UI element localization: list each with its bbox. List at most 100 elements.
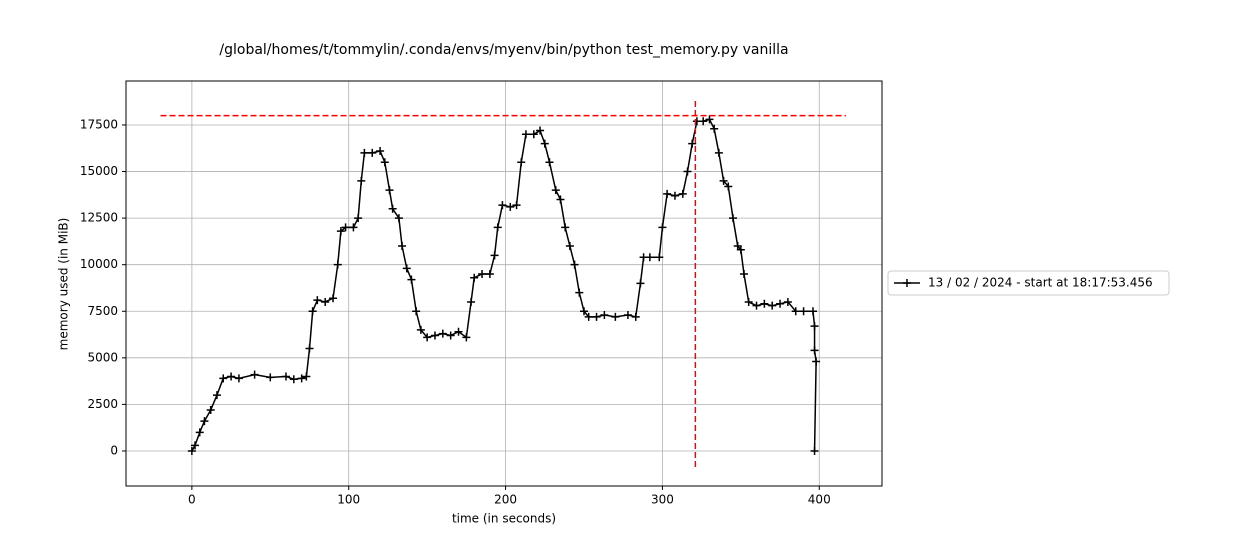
point-marker xyxy=(200,417,209,426)
point-marker xyxy=(412,307,421,316)
point-marker xyxy=(570,260,579,269)
point-marker xyxy=(536,126,545,135)
point-marker xyxy=(760,299,769,308)
point-marker xyxy=(540,139,549,148)
point-marker xyxy=(512,201,521,210)
y-tick-label: 2500 xyxy=(87,397,118,411)
point-marker xyxy=(329,294,338,303)
point-marker xyxy=(321,297,330,306)
point-marker xyxy=(313,296,322,305)
point-marker xyxy=(600,310,609,319)
point-marker xyxy=(394,214,403,223)
x-tick-label: 0 xyxy=(188,493,196,507)
point-marker xyxy=(195,428,204,437)
point-marker xyxy=(305,344,314,353)
y-tick-label: 7500 xyxy=(87,304,118,318)
point-marker xyxy=(206,405,215,414)
point-marker xyxy=(266,373,275,382)
x-tick-label: 100 xyxy=(337,493,360,507)
point-marker xyxy=(438,329,447,338)
y-axis-label: memory used (in MiB) xyxy=(57,218,71,351)
point-marker xyxy=(407,275,416,284)
point-marker xyxy=(768,301,777,310)
point-marker xyxy=(454,327,463,336)
point-marker xyxy=(810,446,819,455)
point-marker xyxy=(187,446,196,455)
point-marker xyxy=(719,176,728,185)
point-marker xyxy=(670,191,679,200)
point-marker xyxy=(289,375,298,384)
point-marker xyxy=(714,148,723,157)
y-tick-label: 0 xyxy=(110,443,118,457)
point-marker xyxy=(636,279,645,288)
point-marker xyxy=(470,273,479,282)
point-marker xyxy=(349,223,358,232)
point-marker xyxy=(645,253,654,262)
point-marker xyxy=(521,130,530,139)
point-marker xyxy=(297,374,306,383)
point-marker xyxy=(575,288,584,297)
point-marker xyxy=(579,307,588,316)
point-marker xyxy=(360,148,369,157)
point-marker xyxy=(808,307,817,316)
y-tick-label: 5000 xyxy=(87,350,118,364)
y-tick-label: 12500 xyxy=(80,211,118,225)
point-marker xyxy=(498,201,507,210)
point-marker xyxy=(529,130,538,139)
point-marker xyxy=(623,310,632,319)
point-marker xyxy=(191,441,200,450)
point-marker xyxy=(705,115,714,124)
point-marker xyxy=(710,124,719,133)
point-marker xyxy=(584,312,593,321)
point-marker xyxy=(506,202,515,211)
point-marker xyxy=(250,370,259,379)
x-axis-label: time (in seconds) xyxy=(452,512,556,526)
point-marker xyxy=(556,195,565,204)
point-marker xyxy=(490,251,499,260)
point-marker xyxy=(462,333,471,342)
point-marker xyxy=(611,312,620,321)
point-marker xyxy=(402,264,411,273)
point-marker xyxy=(376,147,385,156)
point-marker xyxy=(724,182,733,191)
point-marker xyxy=(678,189,687,198)
x-tick-label: 200 xyxy=(494,493,517,507)
point-marker xyxy=(791,307,800,316)
point-marker xyxy=(736,245,745,254)
point-marker xyxy=(565,242,574,251)
point-marker xyxy=(551,186,560,195)
point-marker xyxy=(752,301,761,310)
series-line xyxy=(191,118,817,452)
point-marker xyxy=(631,312,640,321)
point-marker xyxy=(446,331,455,340)
point-marker xyxy=(227,372,236,381)
point-marker xyxy=(398,242,407,251)
point-marker xyxy=(810,346,819,355)
point-marker xyxy=(776,299,785,308)
point-marker xyxy=(234,374,243,383)
point-marker xyxy=(655,253,664,262)
point-marker xyxy=(493,223,502,232)
x-tick-label: 300 xyxy=(651,493,674,507)
point-marker xyxy=(517,158,526,167)
point-marker xyxy=(658,223,667,232)
point-marker xyxy=(281,372,290,381)
legend-frame xyxy=(887,270,1170,296)
point-marker xyxy=(333,260,342,269)
point-marker xyxy=(478,269,487,278)
point-marker xyxy=(416,325,425,334)
y-tick-label: 17500 xyxy=(80,117,118,131)
legend-label: 13 / 02 / 2024 - start at 18:17:53.456 xyxy=(928,276,1153,290)
point-marker xyxy=(744,297,753,306)
point-marker xyxy=(423,333,432,342)
point-marker xyxy=(699,117,708,126)
point-marker xyxy=(485,269,494,278)
point-marker xyxy=(212,391,221,400)
point-marker xyxy=(688,139,697,148)
point-marker xyxy=(336,227,345,236)
point-marker xyxy=(430,331,439,340)
point-marker xyxy=(467,297,476,306)
point-marker xyxy=(385,186,394,195)
point-marker xyxy=(357,176,366,185)
